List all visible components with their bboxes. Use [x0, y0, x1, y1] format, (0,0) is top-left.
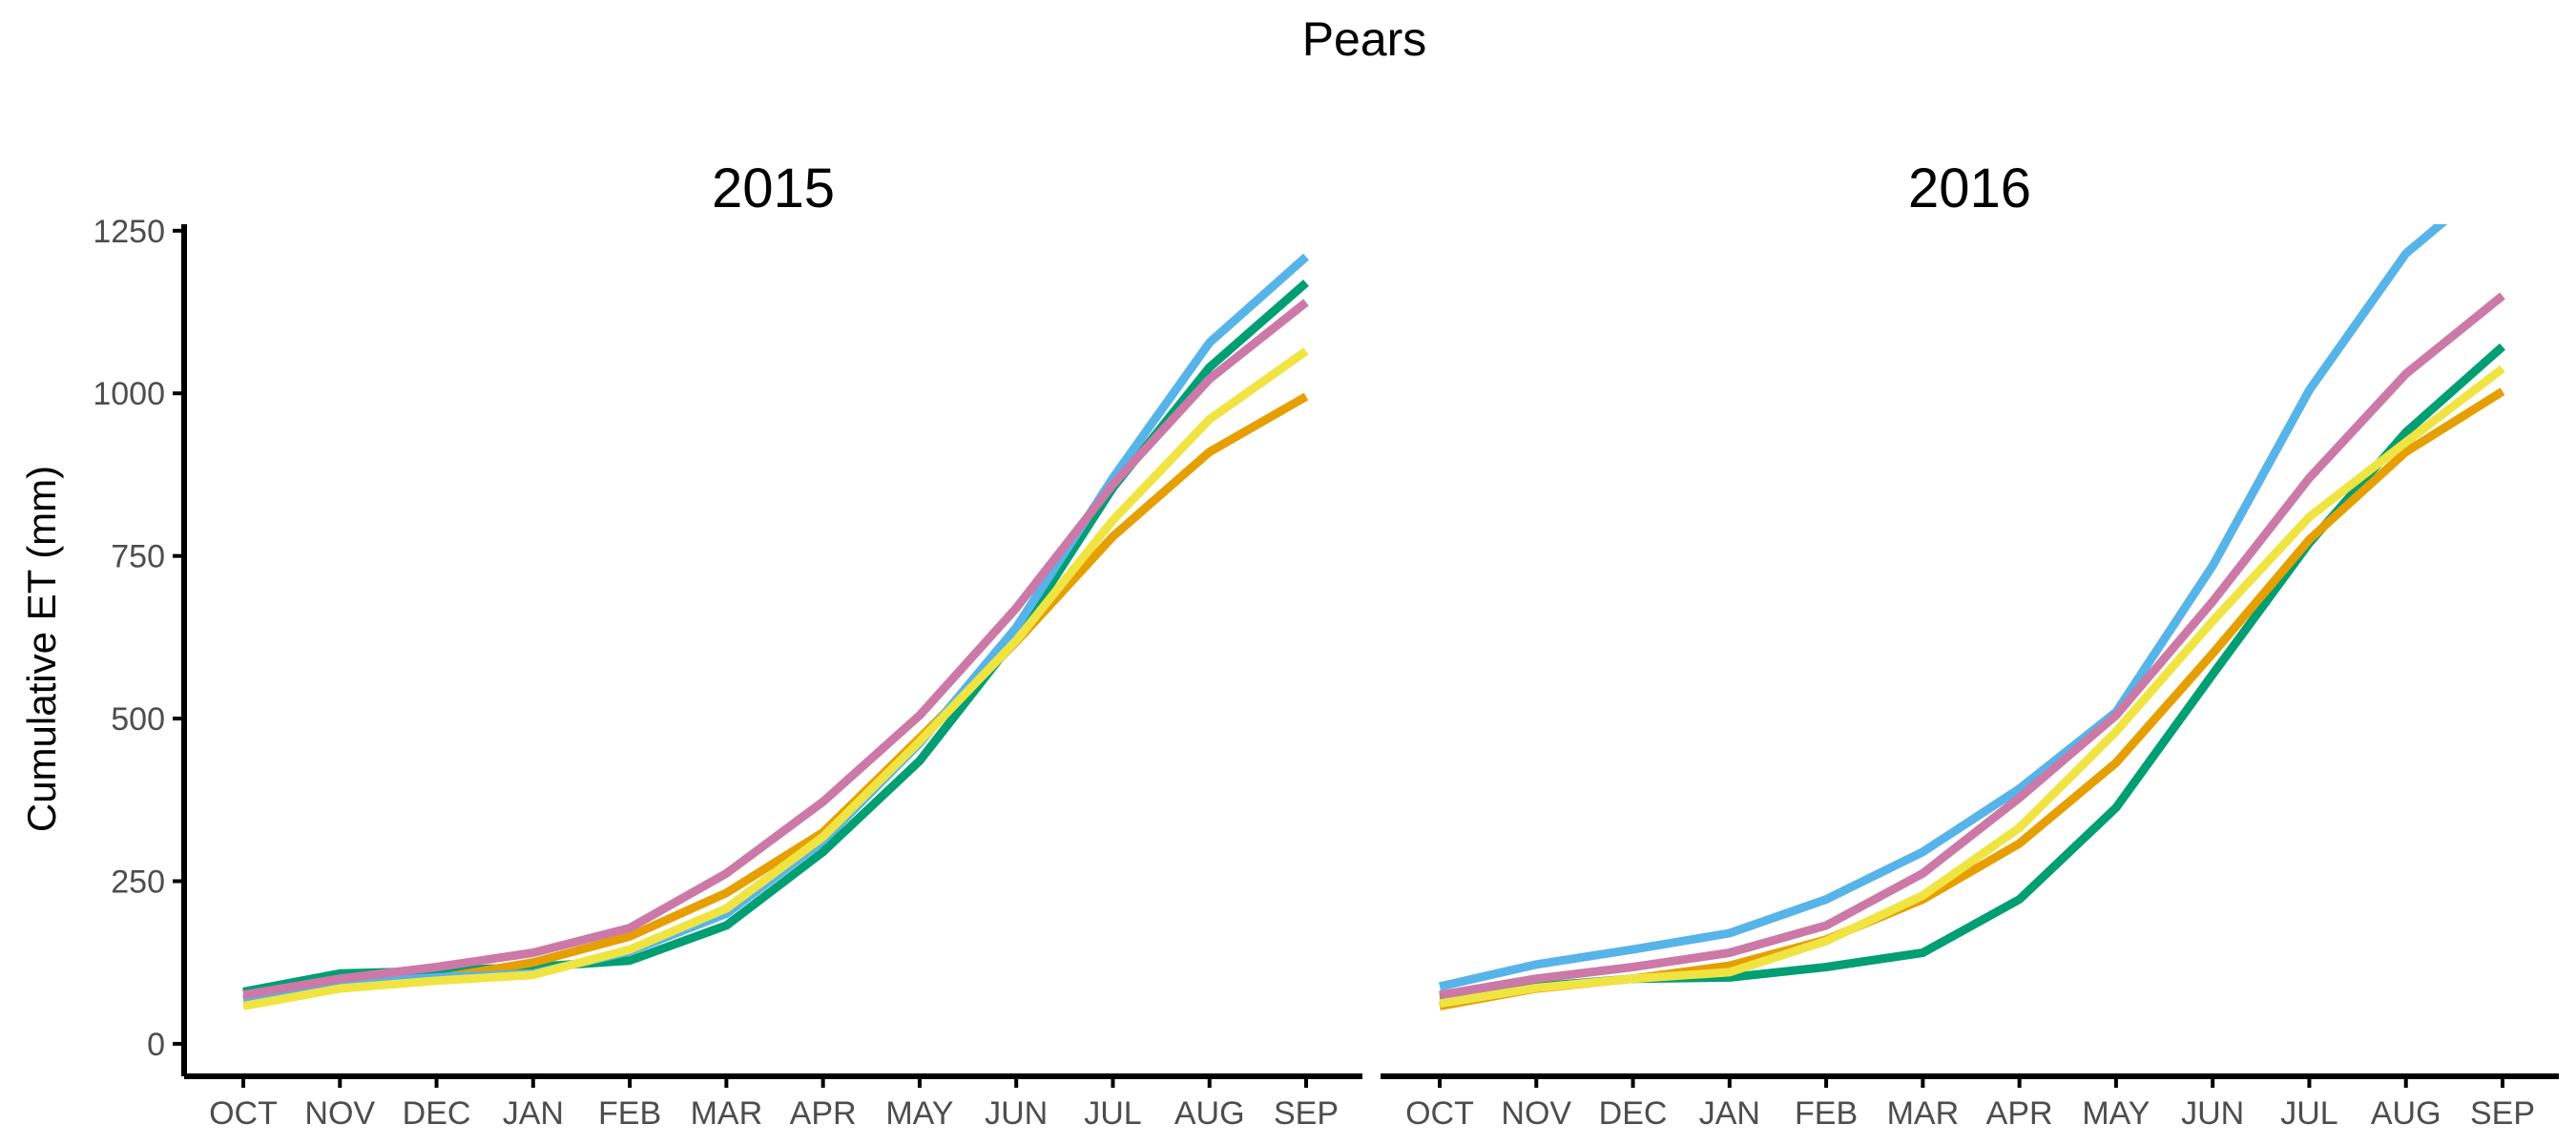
x-tick-label: MAY [2082, 1095, 2150, 1132]
y-tick-label: 750 [111, 539, 165, 575]
x-tick-label: AUG [1174, 1095, 1245, 1132]
y-tick-label: 500 [111, 701, 165, 738]
x-tick-label: AUG [2371, 1095, 2441, 1132]
series-line-1 [242, 280, 1309, 996]
series-line-4 [1439, 364, 2505, 1009]
x-tick-label: MAR [691, 1095, 763, 1132]
x-tick-label: FEB [598, 1095, 661, 1132]
panel-2015: 2015 0 250 500 750 1000 1250 OCT NOV DEC JAN FEB MA… [93, 157, 1362, 1132]
x-tick-label: FEB [1795, 1095, 1858, 1132]
chart-title: Pears [1302, 12, 1427, 66]
x-tick-label: JAN [1699, 1095, 1760, 1132]
x-tick-label: JUL [1084, 1095, 1141, 1132]
y-tick-label: 0 [147, 1027, 165, 1063]
series-line-4 [242, 347, 1309, 1010]
panel-2016: 2016 OCT NOV DEC JAN FEB MAR APR MAY JUN JUL AUG SE… [1381, 157, 2559, 1132]
x-tick-label: JUN [2181, 1095, 2244, 1132]
panel-title: 2015 [712, 157, 835, 219]
y-tick-label: 250 [111, 864, 165, 900]
y-axis-label: Cumulative ET (mm) [19, 466, 64, 832]
y-tick-label: 1000 [93, 376, 165, 412]
x-tick-label: JUL [2280, 1095, 2337, 1132]
x-tick-label: DEC [1599, 1095, 1668, 1132]
x-tick-label: MAR [1887, 1095, 1960, 1132]
x-tick-label: APR [790, 1095, 857, 1132]
x-tick-label: NOV [1501, 1095, 1571, 1132]
x-tick-label: OCT [209, 1095, 278, 1132]
series-line-5 [242, 299, 1309, 1000]
x-tick-label: JAN [503, 1095, 564, 1132]
series-line-2 [1439, 387, 2505, 1010]
x-tick-label: JUN [985, 1095, 1048, 1132]
x-tick-label: DEC [403, 1095, 471, 1132]
x-tick-label: SEP [1274, 1095, 1339, 1132]
x-tick-label: SEP [2470, 1095, 2535, 1132]
x-tick-label: NOV [304, 1095, 375, 1132]
x-tick-label: MAY [885, 1095, 953, 1132]
x-tick-label: APR [1986, 1095, 2053, 1132]
y-tick-label: 1250 [93, 214, 165, 250]
series-line-5 [1439, 292, 2505, 1000]
panel-title: 2016 [1908, 157, 2031, 219]
x-tick-label: OCT [1405, 1095, 1474, 1132]
series-line-3 [1438, 224, 2448, 991]
